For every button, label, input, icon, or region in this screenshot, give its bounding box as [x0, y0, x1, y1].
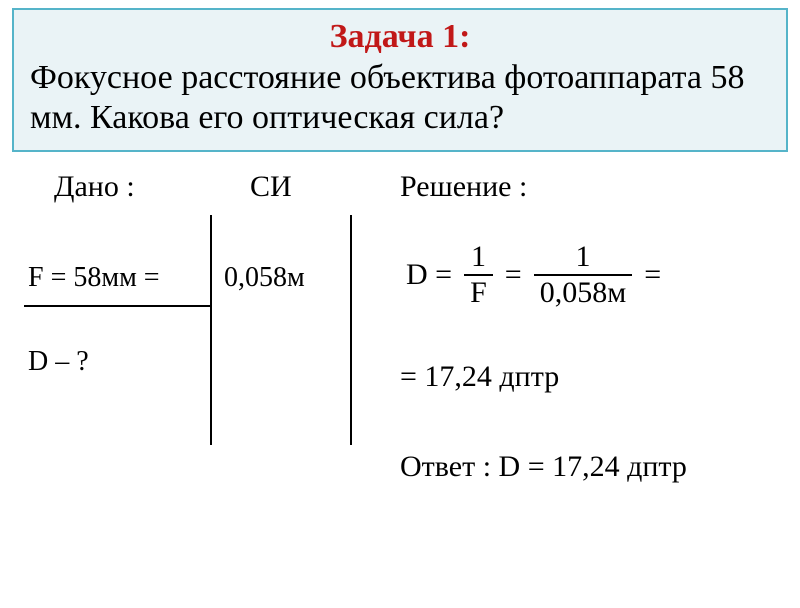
formula-eq1: =: [505, 258, 522, 292]
fraction-1: 1 F: [464, 240, 493, 310]
fraction-2-den: 0,058м: [534, 276, 632, 310]
fraction-2-num: 1: [569, 240, 596, 274]
label-si: СИ: [250, 170, 292, 204]
label-solution: Решение :: [400, 170, 527, 204]
formula-trail-eq: =: [644, 258, 661, 292]
fraction-1-den: F: [464, 276, 493, 310]
problem-text: Фокусное расстояние объектива фотоаппара…: [30, 58, 770, 138]
divider-vertical-2: [350, 215, 352, 445]
answer-line: Ответ : D = 17,24 дптр: [400, 450, 687, 484]
result-line: = 17,24 дптр: [400, 360, 559, 394]
formula-lhs: D =: [406, 258, 452, 292]
problem-box: Задача 1: Фокусное расстояние объектива …: [12, 8, 788, 152]
given-focal-length: F = 58мм =: [28, 262, 160, 294]
divider-vertical-1: [210, 215, 212, 445]
si-focal-length: 0,058м: [224, 262, 305, 294]
problem-title: Задача 1:: [30, 18, 770, 56]
fraction-2: 1 0,058м: [534, 240, 632, 310]
fraction-1-num: 1: [465, 240, 492, 274]
divider-horizontal-given: [24, 305, 210, 307]
label-given: Дано :: [54, 170, 135, 204]
find-quantity: D – ?: [28, 346, 89, 378]
formula-line: D = 1 F = 1 0,058м =: [400, 240, 667, 310]
solution-area: Дано : СИ Решение : F = 58мм = 0,058м D …: [24, 170, 800, 550]
